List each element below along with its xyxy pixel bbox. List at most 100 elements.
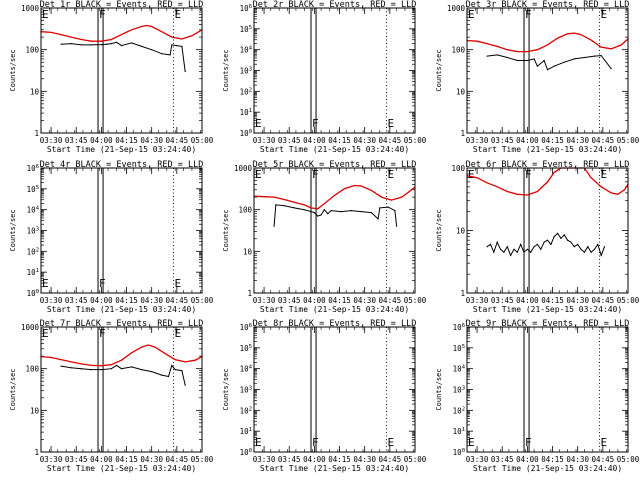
events-data-point — [560, 237, 562, 239]
x-tick-label: 03:30 — [466, 455, 489, 464]
y-tick-label: 1 — [460, 129, 465, 138]
lld-data-point — [496, 186, 498, 188]
events-data-point — [546, 69, 549, 71]
events-data-point — [513, 248, 515, 250]
lld-data-point — [191, 35, 193, 37]
events-data-point — [181, 370, 183, 372]
x-tick-label: 04:00 — [516, 455, 539, 464]
x-tick-label: 04:00 — [303, 136, 326, 145]
lld-data-point — [161, 31, 163, 33]
plot-frame — [40, 326, 203, 453]
panel-2: Det 2r BLACK = Events, RED = LLD 100 101 10… — [222, 0, 427, 154]
events-data-point — [496, 54, 498, 56]
events-data-point — [131, 366, 133, 368]
events-data-point — [151, 371, 153, 373]
x-tick-label: 03:30 — [466, 136, 489, 145]
y-tick-label: 103 — [240, 67, 252, 76]
x-tick-label: 04:30 — [140, 455, 163, 464]
y-tick-label: 100 — [25, 365, 39, 374]
panel-title: Det 3r BLACK = Events, RED = LLD — [466, 0, 630, 10]
x-tick-label: 05:00 — [404, 296, 427, 305]
x-tick-label: 04:45 — [379, 296, 402, 305]
lld-data-point — [317, 208, 319, 210]
x-tick-label: 04:45 — [592, 136, 615, 145]
marker-label: F — [99, 327, 106, 340]
y-tick-label: 103 — [240, 386, 252, 395]
x-tick-label: 05:00 — [191, 136, 214, 145]
events-data-point — [176, 45, 178, 47]
events-data-point — [516, 59, 518, 62]
y-tick-label: 106 — [240, 323, 252, 332]
events-data-point — [90, 369, 92, 371]
marker-label: F — [312, 436, 319, 449]
events-data-point — [131, 42, 133, 44]
x-tick-label: 05:00 — [191, 455, 214, 464]
lld-data-point — [70, 36, 72, 38]
lld-data-point — [60, 359, 62, 361]
events-data-point — [590, 251, 592, 253]
lld-data-point — [171, 36, 173, 38]
y-tick-label: 103 — [453, 386, 465, 395]
y-tick-label: 106 — [27, 164, 39, 173]
lld-data-point — [506, 190, 508, 193]
lld-data-point — [370, 189, 372, 191]
y-tick-label: 10 — [30, 406, 40, 415]
lld-data-point — [293, 201, 295, 203]
lld-data-point — [476, 40, 478, 42]
y-tick-label: 1000 — [21, 4, 40, 13]
events-data-point — [171, 44, 173, 46]
lld-data-point — [600, 186, 602, 188]
events-data-point — [151, 49, 153, 51]
events-data-point — [600, 55, 602, 57]
y-tick-label: 100 — [25, 46, 39, 55]
x-tick-label: 03:30 — [253, 296, 276, 305]
x-tick-label: 04:15 — [328, 296, 351, 305]
lld-data-point — [174, 359, 176, 361]
lld-data-point — [100, 40, 102, 42]
events-data-point — [530, 251, 532, 253]
events-data-point — [597, 243, 599, 245]
events-data-point — [577, 243, 579, 245]
lld-data-point — [194, 359, 196, 361]
events-data-point — [573, 246, 575, 248]
y-tick-label: 1 — [247, 289, 252, 298]
lld-data-point — [354, 184, 356, 187]
y-tick-label: 100 — [238, 206, 252, 215]
y-axis-title: Counts/sec — [9, 49, 17, 91]
lld-data-point — [164, 353, 166, 355]
x-tick-label: 05:00 — [404, 136, 427, 145]
events-data-point — [275, 204, 277, 206]
lld-data-point — [620, 44, 622, 46]
y-tick-label: 100 — [453, 448, 465, 457]
lld-data-point — [360, 185, 362, 187]
events-data-point — [603, 246, 606, 248]
panel-6: Det 6r BLACK = Events, RED = LLD 1 10 100 03… — [435, 160, 640, 314]
y-tick-label: 104 — [27, 206, 40, 215]
x-tick-label: 03:30 — [40, 136, 63, 145]
events-data-point — [70, 43, 72, 45]
y-tick-label: 101 — [240, 108, 252, 117]
events-data-point — [340, 211, 342, 213]
events-data-point — [360, 211, 362, 213]
lld-series-line — [40, 24, 203, 42]
x-tick-label: 04:30 — [140, 296, 163, 305]
x-tick-label: 04:45 — [379, 455, 402, 464]
plot-frame — [466, 7, 629, 134]
panel-title: Det 2r BLACK = Events, RED = LLD — [253, 0, 417, 10]
events-data-point — [557, 232, 559, 234]
x-tick-label: 04:15 — [115, 136, 138, 145]
events-data-point — [110, 43, 112, 45]
events-data-point — [293, 207, 295, 209]
events-data-point — [184, 70, 186, 73]
events-data-point — [90, 44, 92, 46]
panel-title: Det 5r BLACK = Events, RED = LLD — [253, 160, 417, 170]
x-tick-label: 04:30 — [353, 136, 376, 145]
x-tick-label: 05:00 — [617, 455, 640, 464]
x-axis-title: Start Time (21-Sep-15 03:24:40) — [260, 145, 409, 154]
x-axis-title: Start Time (21-Sep-15 03:24:40) — [47, 464, 196, 473]
events-data-point — [141, 369, 143, 371]
y-tick-label: 102 — [240, 406, 252, 415]
events-series-line — [61, 41, 186, 72]
lld-data-point — [580, 34, 582, 36]
events-series-line — [487, 54, 612, 71]
